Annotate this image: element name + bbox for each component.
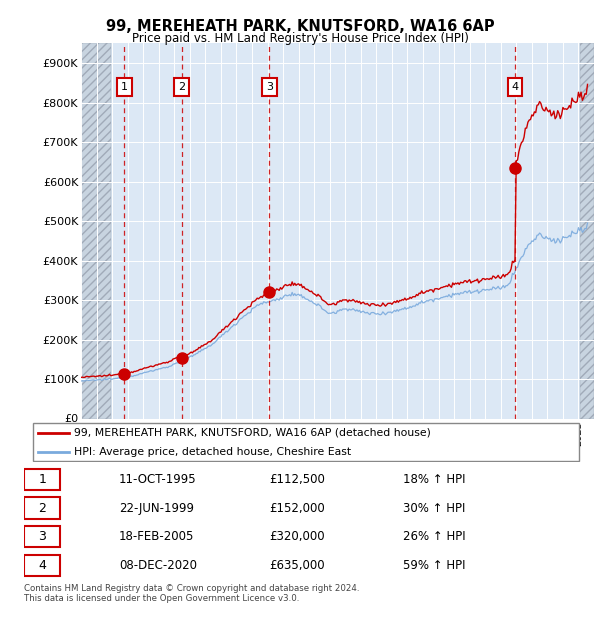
Text: 1: 1 bbox=[38, 473, 46, 486]
Text: Contains HM Land Registry data © Crown copyright and database right 2024.
This d: Contains HM Land Registry data © Crown c… bbox=[24, 584, 359, 603]
Text: 1: 1 bbox=[121, 82, 128, 92]
FancyBboxPatch shape bbox=[24, 555, 60, 576]
Text: £112,500: £112,500 bbox=[269, 473, 325, 486]
Text: 26% ↑ HPI: 26% ↑ HPI bbox=[403, 530, 466, 543]
Text: 30% ↑ HPI: 30% ↑ HPI bbox=[403, 502, 466, 515]
Text: 2: 2 bbox=[38, 502, 46, 515]
Text: £320,000: £320,000 bbox=[269, 530, 325, 543]
Text: HPI: Average price, detached house, Cheshire East: HPI: Average price, detached house, Ches… bbox=[74, 447, 351, 457]
Text: 2: 2 bbox=[178, 82, 185, 92]
Bar bbox=[81, 43, 110, 418]
Bar bbox=[580, 43, 594, 418]
Text: 08-DEC-2020: 08-DEC-2020 bbox=[119, 559, 197, 572]
Text: 22-JUN-1999: 22-JUN-1999 bbox=[119, 502, 194, 515]
Text: 18% ↑ HPI: 18% ↑ HPI bbox=[403, 473, 466, 486]
Text: 18-FEB-2005: 18-FEB-2005 bbox=[119, 530, 194, 543]
Text: 59% ↑ HPI: 59% ↑ HPI bbox=[403, 559, 466, 572]
Text: 4: 4 bbox=[38, 559, 46, 572]
Text: 11-OCT-1995: 11-OCT-1995 bbox=[119, 473, 196, 486]
Text: Price paid vs. HM Land Registry's House Price Index (HPI): Price paid vs. HM Land Registry's House … bbox=[131, 32, 469, 45]
Text: 3: 3 bbox=[38, 530, 46, 543]
Text: 3: 3 bbox=[266, 82, 273, 92]
FancyBboxPatch shape bbox=[24, 497, 60, 519]
FancyBboxPatch shape bbox=[33, 423, 579, 461]
Text: £635,000: £635,000 bbox=[269, 559, 325, 572]
Text: £152,000: £152,000 bbox=[269, 502, 325, 515]
FancyBboxPatch shape bbox=[24, 526, 60, 547]
Text: 99, MEREHEATH PARK, KNUTSFORD, WA16 6AP: 99, MEREHEATH PARK, KNUTSFORD, WA16 6AP bbox=[106, 19, 494, 34]
Text: 4: 4 bbox=[511, 82, 518, 92]
FancyBboxPatch shape bbox=[24, 469, 60, 490]
Text: 99, MEREHEATH PARK, KNUTSFORD, WA16 6AP (detached house): 99, MEREHEATH PARK, KNUTSFORD, WA16 6AP … bbox=[74, 428, 431, 438]
